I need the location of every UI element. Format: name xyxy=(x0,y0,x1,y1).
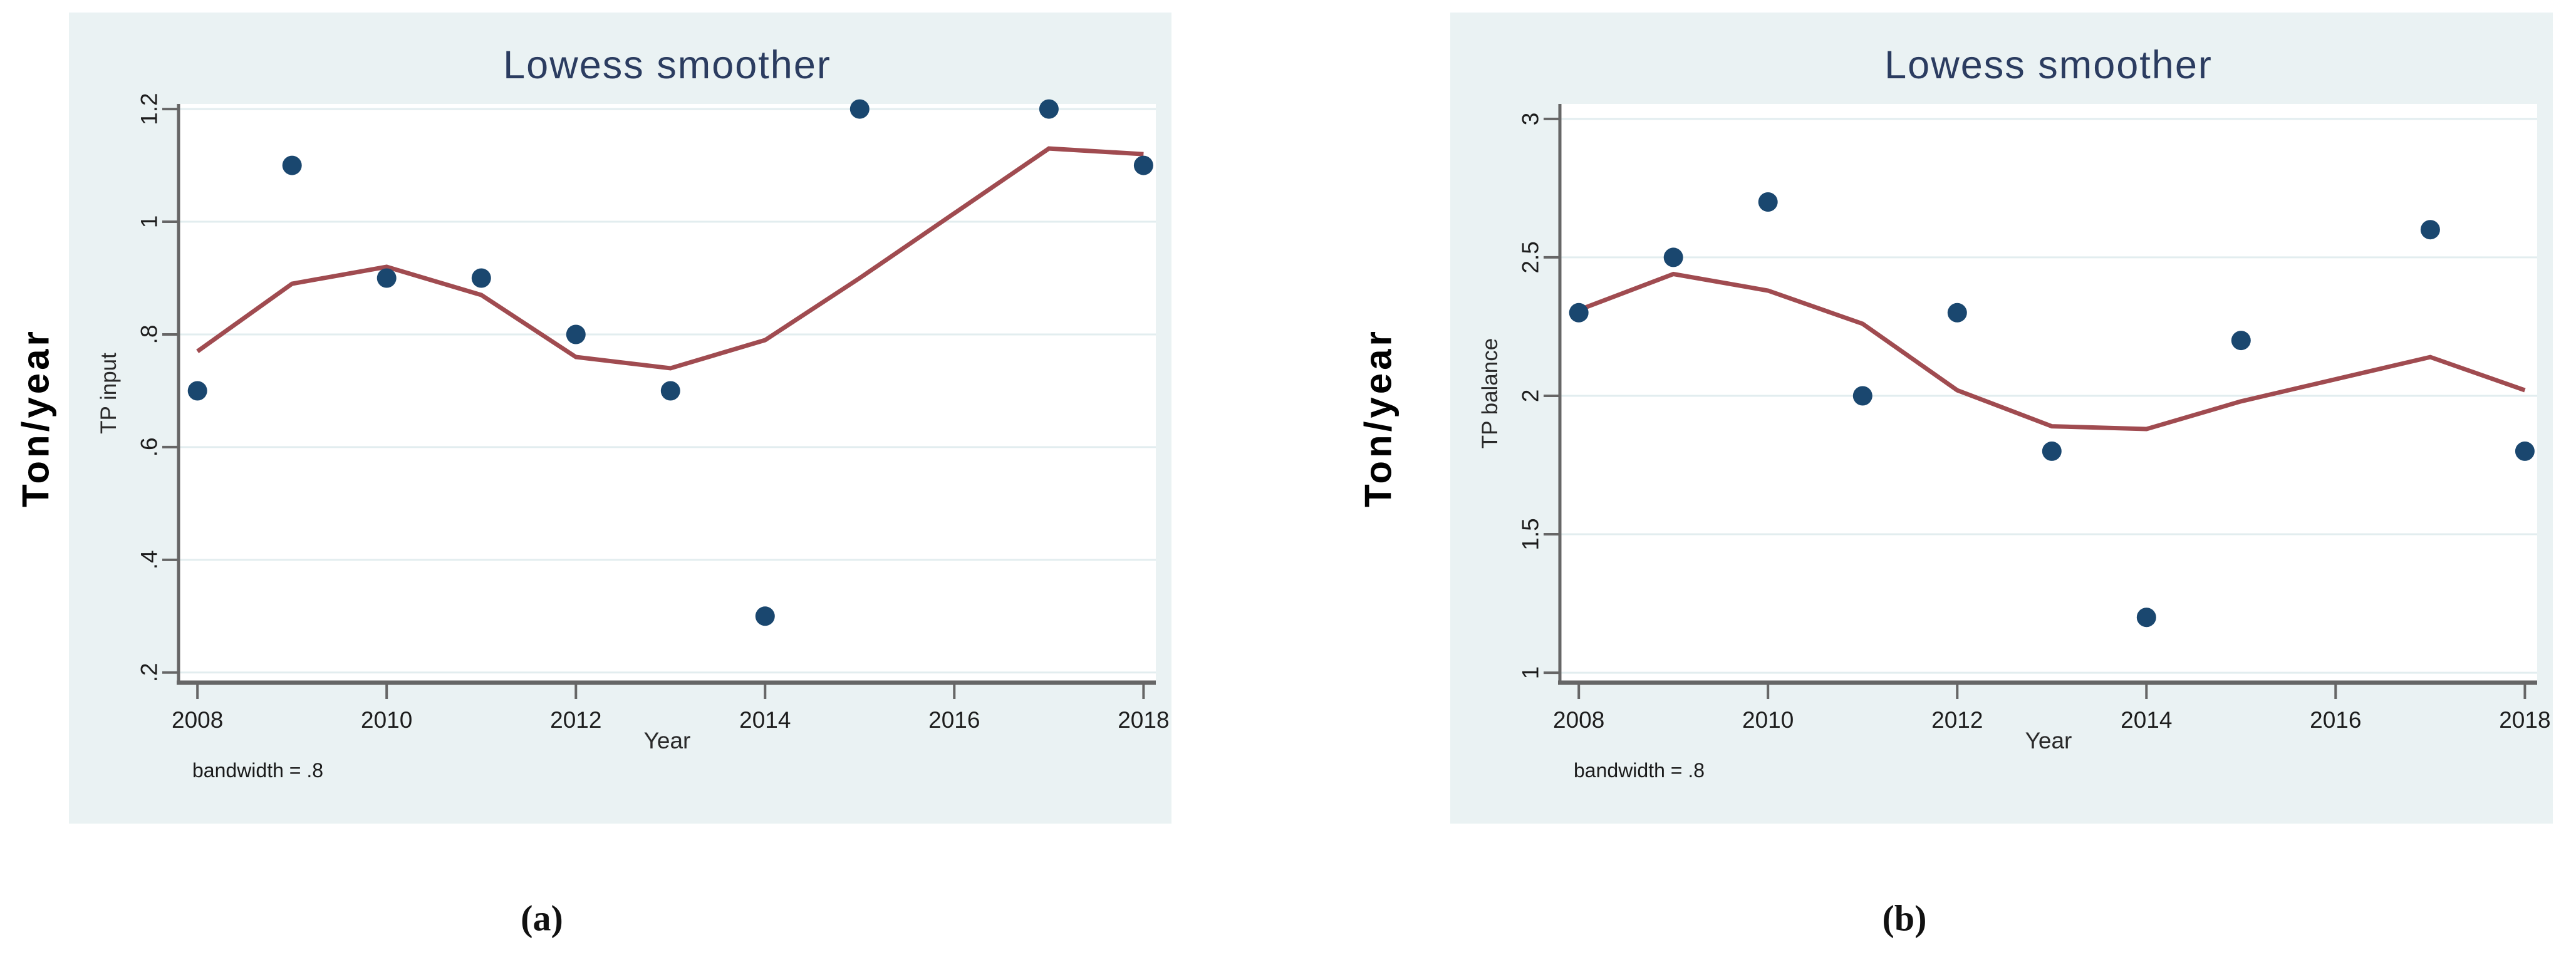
chart-a-svg: .2 .4 .6 .8 1 1.2 2008 2010 2012 2014 2016 2018 xyxy=(137,93,1170,733)
x-tick-label: 2012 xyxy=(1931,707,1983,733)
y-tick-label: 1 xyxy=(1518,666,1544,680)
x-tick-label: 2008 xyxy=(1553,707,1604,733)
data-point xyxy=(849,99,870,119)
chart-a-y-axis-title: TP input xyxy=(96,353,121,434)
chart-a-x-axis-title: Year xyxy=(643,728,691,753)
y-tick-label: .2 xyxy=(137,663,162,682)
data-point xyxy=(1039,99,1059,119)
data-point xyxy=(2515,441,2535,461)
y-tick-label: 2.5 xyxy=(1518,241,1544,273)
chart-b-title: Lowess smoother xyxy=(1884,43,2213,87)
data-point xyxy=(2420,220,2440,240)
y-tick-label: .4 xyxy=(137,550,162,569)
data-point xyxy=(566,324,586,344)
chart-b-x-axis-title: Year xyxy=(2025,728,2072,753)
chart-a-bandwidth-note: bandwidth = .8 xyxy=(192,759,324,782)
subfigure-caption-b: (b) xyxy=(1882,898,1927,939)
x-tick-label: 2008 xyxy=(172,707,223,733)
chart-a-title: Lowess smoother xyxy=(503,43,831,87)
x-tick-label: 2016 xyxy=(2310,707,2361,733)
y-tick-label: .6 xyxy=(137,437,162,457)
y-tick-label: .8 xyxy=(137,325,162,344)
data-point xyxy=(2231,331,2251,351)
subfigure-caption-a: (a) xyxy=(521,898,563,939)
y-tick-label: 1.2 xyxy=(137,93,162,125)
lowess-line xyxy=(1577,271,2526,432)
data-point xyxy=(1569,303,1589,323)
data-point xyxy=(282,155,302,175)
y-tick-label: 1.5 xyxy=(1518,518,1544,550)
data-point xyxy=(660,381,680,401)
chart-a-unit-label: Ton/year xyxy=(14,328,57,507)
data-point xyxy=(1852,386,1872,406)
chart-b-bandwidth-note: bandwidth = .8 xyxy=(1574,759,1705,782)
x-tick-label: 2012 xyxy=(550,707,601,733)
figure-panel-b: 1 1.5 2 2.5 3 2008 2010 2012 2014 2016 2018 Lowess… xyxy=(1450,13,2553,824)
x-tick-label: 2010 xyxy=(361,707,412,733)
plot-area xyxy=(1560,104,2537,683)
x-tick-label: 2018 xyxy=(1118,707,1169,733)
y-tick-label: 2 xyxy=(1518,390,1544,403)
data-point xyxy=(2136,608,2156,628)
x-tick-label: 2016 xyxy=(928,707,980,733)
x-tick-label: 2014 xyxy=(739,707,791,733)
data-point xyxy=(1133,155,1153,175)
x-tick-label: 2010 xyxy=(1742,707,1794,733)
y-tick-label: 1 xyxy=(137,215,162,229)
chart-b-unit-label: Ton/year xyxy=(1357,328,1400,507)
data-point xyxy=(2042,441,2062,461)
data-point xyxy=(377,268,397,288)
lowess-line xyxy=(196,146,1144,371)
chart-b-y-axis-title: TP balance xyxy=(1478,338,1502,449)
y-tick-label: 3 xyxy=(1518,113,1544,126)
data-point xyxy=(471,268,491,288)
data-point xyxy=(1663,247,1683,267)
x-tick-label: 2018 xyxy=(2499,707,2550,733)
figure-panel-a: .2 .4 .6 .8 1 1.2 2008 2010 2012 2014 2016 2018 Low… xyxy=(69,13,1171,824)
data-point xyxy=(1947,303,1967,323)
data-point xyxy=(1758,192,1778,212)
chart-b-svg: 1 1.5 2 2.5 3 2008 2010 2012 2014 2016 2018 xyxy=(1518,104,2551,733)
data-point xyxy=(187,381,207,401)
x-tick-label: 2014 xyxy=(2121,707,2172,733)
data-point xyxy=(755,606,775,626)
